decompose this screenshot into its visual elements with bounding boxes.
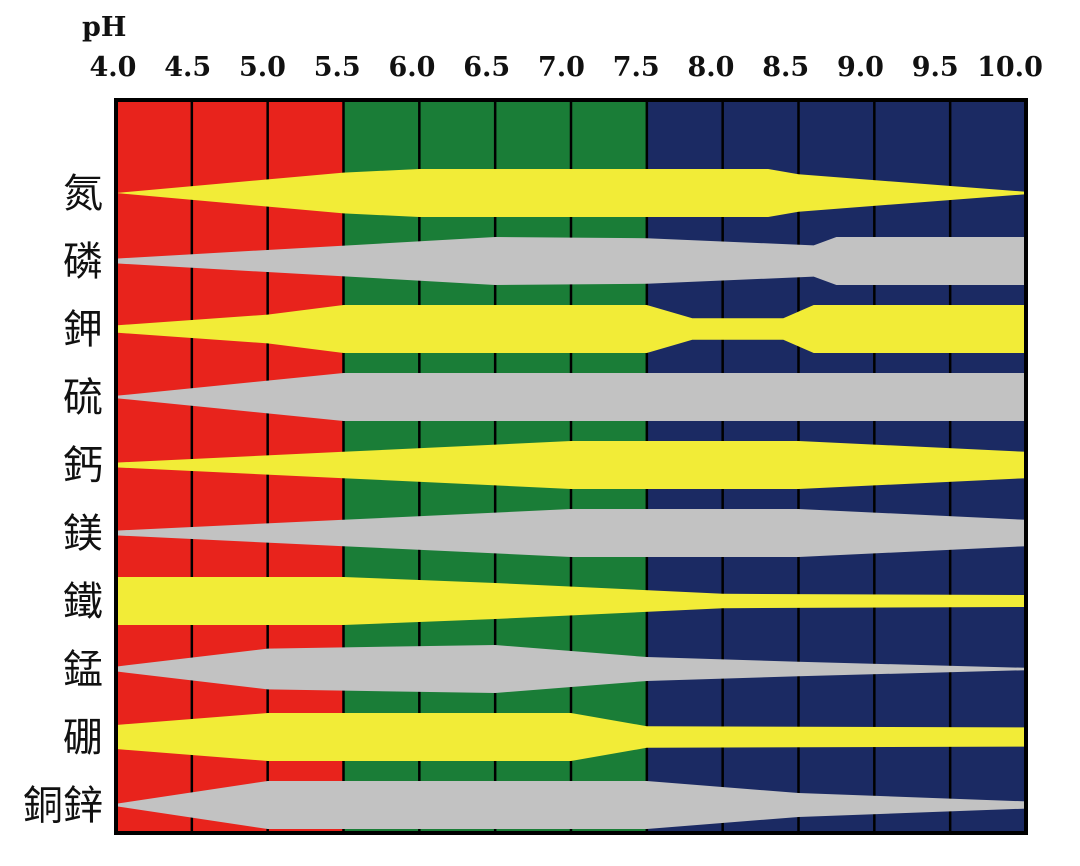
nutrient-label-9: 硼 [63, 715, 103, 761]
nutrient-label-5: 鈣 [63, 443, 103, 489]
band-2 [116, 237, 1026, 285]
band-8 [116, 645, 1026, 693]
tick-label-4: 6.0 [389, 52, 436, 83]
band-3 [116, 305, 1026, 353]
watermark-text: 大数跨境 [62, 837, 134, 858]
band-10 [116, 781, 1026, 829]
band-1 [116, 169, 1026, 217]
nutrient-label-2: 磷 [63, 239, 103, 285]
tick-label-5: 6.5 [463, 52, 510, 83]
tick-label-6: 7.0 [538, 52, 585, 83]
tick-label-11: 9.5 [912, 52, 959, 83]
tick-label-9: 8.5 [762, 52, 809, 83]
nutrient-label-1: 氮 [63, 171, 103, 217]
tick-label-3: 5.5 [314, 52, 361, 83]
tick-label-8: 8.0 [688, 52, 735, 83]
tick-label-2: 5.0 [239, 52, 286, 83]
band-6 [116, 509, 1026, 557]
watermark: 大数跨境 [14, 837, 134, 858]
nutrient-bands [116, 169, 1026, 829]
band-4 [116, 373, 1026, 421]
band-9 [116, 713, 1026, 761]
tick-label-7: 7.5 [613, 52, 660, 83]
nutrient-label-6: 鎂 [63, 511, 103, 557]
tick-label-12: 10.0 [977, 52, 1043, 83]
band-7 [116, 577, 1026, 625]
nutrient-label-8: 錳 [63, 647, 103, 693]
nutrient-label-4: 硫 [63, 375, 103, 421]
nutrient-label-10: 銅鋅 [23, 783, 103, 829]
band-5 [116, 441, 1026, 489]
nutrient-label-7: 鐵 [63, 579, 103, 625]
ph-axis-label: pH [82, 12, 126, 43]
tick-label-10: 9.0 [837, 52, 884, 83]
ph-tick-labels: 4.0 4.5 5.0 5.5 6.0 6.5 7.0 7.5 8.0 8.5 9.0 9.5 10.0 [90, 52, 1043, 83]
infinity-logo-icon [14, 838, 58, 854]
tick-label-0: 4.0 [90, 52, 137, 83]
nutrient-label-3: 鉀 [63, 307, 103, 353]
plot-frame [114, 98, 1028, 835]
tick-label-1: 4.5 [164, 52, 211, 83]
